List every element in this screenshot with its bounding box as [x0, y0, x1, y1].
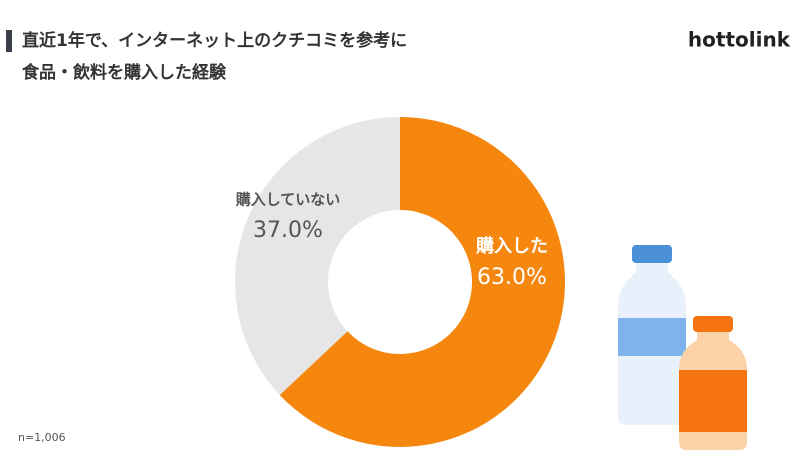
title-marker — [6, 30, 12, 52]
slice-label: 購入していない — [235, 191, 341, 209]
donut-slice — [234, 117, 400, 395]
value-label: 63.0% — [477, 265, 547, 290]
donut-slice — [279, 117, 565, 448]
chart-title: 食品・飲料を購入した経験 — [22, 62, 227, 83]
chart-title: 直近1年で、インターネット上のクチコミを参考に — [22, 30, 407, 51]
note: n=1,006 — [18, 431, 66, 444]
bottles-illustration — [618, 245, 747, 450]
slice-label: 購入した — [475, 235, 548, 257]
logo: hottolink — [688, 28, 791, 52]
value-label: 37.0% — [253, 218, 323, 243]
